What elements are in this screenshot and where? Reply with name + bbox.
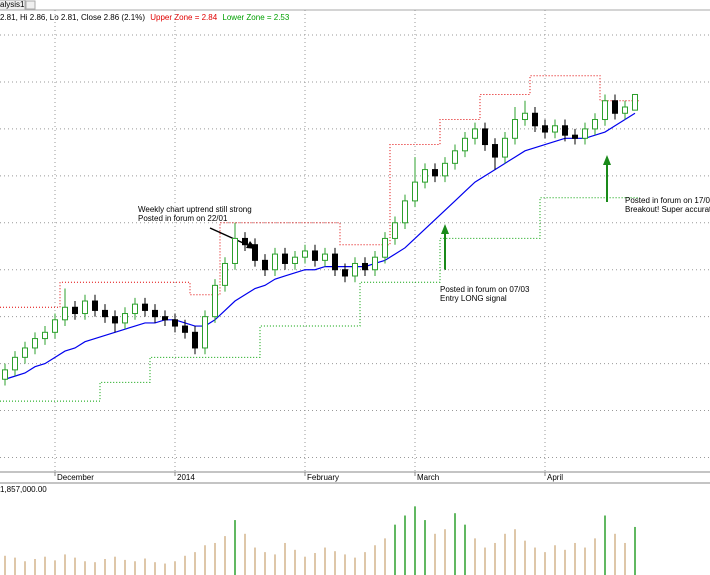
candle-body xyxy=(302,250,308,258)
candle-body xyxy=(222,262,228,286)
candle-body xyxy=(52,319,58,333)
tab-label[interactable]: alysis1 xyxy=(0,0,25,9)
candle-body xyxy=(332,253,338,271)
candle-body xyxy=(452,150,458,164)
candle-body xyxy=(482,128,488,146)
candle-body xyxy=(492,144,498,158)
candle-body xyxy=(242,237,248,246)
candle-body xyxy=(562,125,568,136)
candle-body xyxy=(42,331,48,340)
candle-body xyxy=(382,237,388,258)
annotation: Posted in forum on 22/01 xyxy=(138,214,228,223)
candle-body xyxy=(162,316,168,321)
header: 2.81, Hi 2.86, Lo 2.81, Close 2.86 (2.1%… xyxy=(0,13,290,22)
arrow-head xyxy=(441,224,449,234)
candle-body xyxy=(292,256,298,264)
candle-body xyxy=(102,309,108,318)
x-tick-label: March xyxy=(417,473,439,482)
candle-body xyxy=(132,303,138,315)
candle-body xyxy=(232,237,238,264)
candle-body xyxy=(122,313,128,324)
candle-body xyxy=(582,128,588,139)
candle-body xyxy=(12,356,18,371)
candle-body xyxy=(322,253,328,261)
candle-body xyxy=(262,259,268,271)
indicator-line xyxy=(0,75,640,308)
header-ohlc: 2.81, Hi 2.86, Lo 2.81, Close 2.86 (2.1%… xyxy=(0,13,145,22)
annotation: Entry LONG signal xyxy=(440,294,507,303)
candle-body xyxy=(372,256,378,271)
candle-body xyxy=(602,100,608,121)
candle-body xyxy=(272,253,278,271)
candle-body xyxy=(512,119,518,139)
candle-body xyxy=(622,106,628,114)
candle-body xyxy=(22,347,28,358)
candle-body xyxy=(62,306,68,321)
candle-body xyxy=(462,137,468,152)
candle-body xyxy=(32,338,38,349)
candle-body xyxy=(92,300,98,311)
candle-body xyxy=(472,128,478,139)
annotation: Posted in forum on 17/04 xyxy=(625,196,710,205)
candle-body xyxy=(112,316,118,324)
candle-body xyxy=(632,93,638,111)
candle-body xyxy=(522,112,528,121)
candle-body xyxy=(572,134,578,139)
candle-body xyxy=(72,306,78,315)
annotation: Breakout! Super accurate! xyxy=(625,205,710,214)
candle-body xyxy=(182,325,188,333)
candle-body xyxy=(592,119,598,130)
annotation: Posted in forum on 07/03 xyxy=(440,285,530,294)
candle-body xyxy=(442,162,448,177)
x-tick-label: April xyxy=(547,473,563,482)
candle-body xyxy=(402,200,408,224)
candle-body xyxy=(142,303,148,311)
arrow-head xyxy=(603,155,611,165)
candle-body xyxy=(252,244,258,261)
candle-body xyxy=(202,316,208,349)
candle-body xyxy=(282,253,288,264)
candle-body xyxy=(342,269,348,277)
candle-body xyxy=(412,181,418,202)
candle-body xyxy=(2,369,8,380)
volume-tick-label: 1,857,000.00 xyxy=(0,485,47,494)
candle-body xyxy=(152,309,158,318)
tab-add[interactable] xyxy=(25,0,36,10)
indicator-line xyxy=(4,112,636,380)
candle-body xyxy=(362,262,368,271)
candle-body xyxy=(392,222,398,239)
x-tick-label: 2014 xyxy=(177,473,195,482)
header-upper: Upper Zone = 2.84 xyxy=(150,13,217,22)
candle-body xyxy=(552,125,558,133)
candle-body xyxy=(172,319,178,327)
candle-body xyxy=(542,125,548,133)
candle-body xyxy=(212,284,218,318)
x-tick-label: February xyxy=(307,473,339,482)
candle-body xyxy=(502,137,508,158)
candle-body xyxy=(312,250,318,261)
candle-body xyxy=(612,100,618,114)
candle-body xyxy=(532,112,538,127)
candle-body xyxy=(82,300,88,315)
candle-body xyxy=(352,262,358,277)
candle-body xyxy=(422,169,428,183)
candle-body xyxy=(192,331,198,349)
annotation: Weekly chart uptrend still strong xyxy=(138,205,252,214)
candle-body xyxy=(432,169,438,177)
indicator-line xyxy=(0,197,640,402)
header-lower: Lower Zone = 2.53 xyxy=(222,13,289,22)
x-tick-label: December xyxy=(57,473,94,482)
